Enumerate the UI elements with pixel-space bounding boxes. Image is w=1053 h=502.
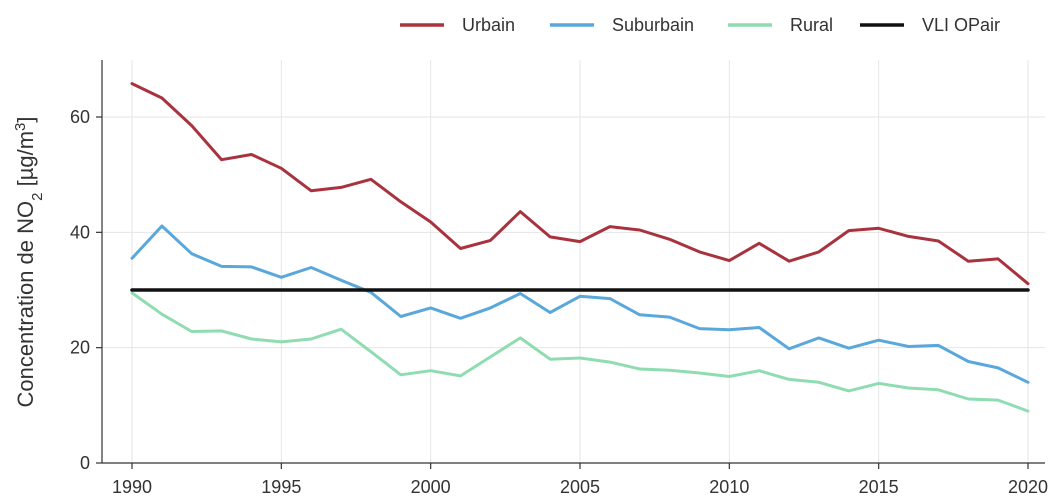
x-tick-label: 2005 <box>560 477 600 497</box>
y-tick-label: 40 <box>70 222 90 242</box>
y-tick-label: 0 <box>80 453 90 473</box>
y-tick-label: 60 <box>70 107 90 127</box>
y-axis-title-middle: [µg/m <box>13 131 38 193</box>
series-line-suburbain <box>130 224 1030 384</box>
series-line-urbain <box>130 82 1030 286</box>
y-axis-title-subscript: 2 <box>29 193 46 201</box>
legend-label-vli-opair: VLI OPair <box>922 15 1000 35</box>
x-tick-label: 2010 <box>709 477 749 497</box>
x-tick-label: 2000 <box>411 477 451 497</box>
y-tick-label: 20 <box>70 338 90 358</box>
axis-layer: 1990 1995 2000 2005 2010 2015 2020 0 20 40 60 <box>70 60 1048 497</box>
y-axis-title-superscript: 3 <box>12 123 29 131</box>
x-tick-label: 1995 <box>261 477 301 497</box>
x-tick-label: 2015 <box>859 477 899 497</box>
series-line-rural <box>130 291 1030 413</box>
legend: Urbain Suburbain Rural VLI OPair <box>400 15 1000 35</box>
grid-layer <box>102 60 1045 464</box>
x-tick-label: 1990 <box>112 477 152 497</box>
legend-label-urbain: Urbain <box>462 15 515 35</box>
y-axis-title-suffix: ] <box>13 116 38 122</box>
y-axis-title-prefix: Concentration de NO <box>13 201 38 408</box>
legend-label-suburbain: Suburbain <box>612 15 694 35</box>
series-layer <box>130 82 1030 413</box>
x-tick-label: 2020 <box>1008 477 1048 497</box>
legend-label-rural: Rural <box>790 15 833 35</box>
y-axis-title: Concentration de NO2 [µg/m3] <box>12 116 46 407</box>
